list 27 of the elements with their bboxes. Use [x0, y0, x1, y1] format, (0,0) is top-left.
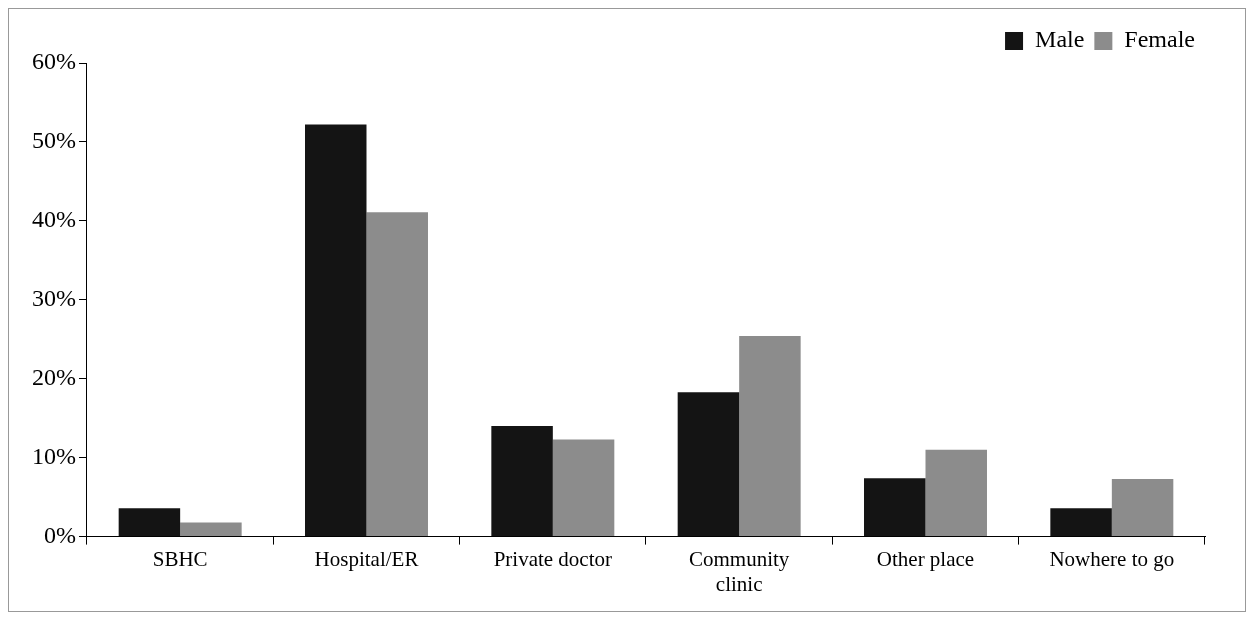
- x-tick-label: Community clinic: [688, 546, 790, 596]
- bar: [118, 508, 181, 537]
- bar: [180, 522, 242, 537]
- bar: [1050, 508, 1112, 537]
- bar: [739, 336, 801, 537]
- bar: [552, 439, 615, 537]
- y-tick-label: 30%: [31, 285, 76, 312]
- x-tick-label: Other place: [876, 546, 975, 571]
- bar: [305, 124, 367, 537]
- y-tick-label: 10%: [31, 442, 76, 469]
- y-tick-label: 40%: [31, 206, 76, 233]
- bar: [491, 426, 553, 537]
- y-tick-label: 50%: [31, 127, 76, 154]
- y-tick-label: 60%: [31, 48, 76, 75]
- legend-label: Male: [1035, 26, 1085, 53]
- x-tick-label: Nowhere to go: [1049, 546, 1175, 571]
- x-tick-label: Hospital/ER: [314, 546, 419, 571]
- legend-label: Female: [1124, 26, 1195, 53]
- bar: [366, 212, 428, 537]
- bar: [1111, 478, 1174, 537]
- bar: [677, 392, 740, 537]
- bar: [925, 449, 987, 537]
- x-tick-label: Private doctor: [493, 546, 613, 571]
- bar: [864, 478, 926, 537]
- y-tick-label: 20%: [31, 364, 76, 391]
- x-tick-label: SBHC: [152, 546, 208, 571]
- y-tick-label: 0%: [43, 521, 76, 548]
